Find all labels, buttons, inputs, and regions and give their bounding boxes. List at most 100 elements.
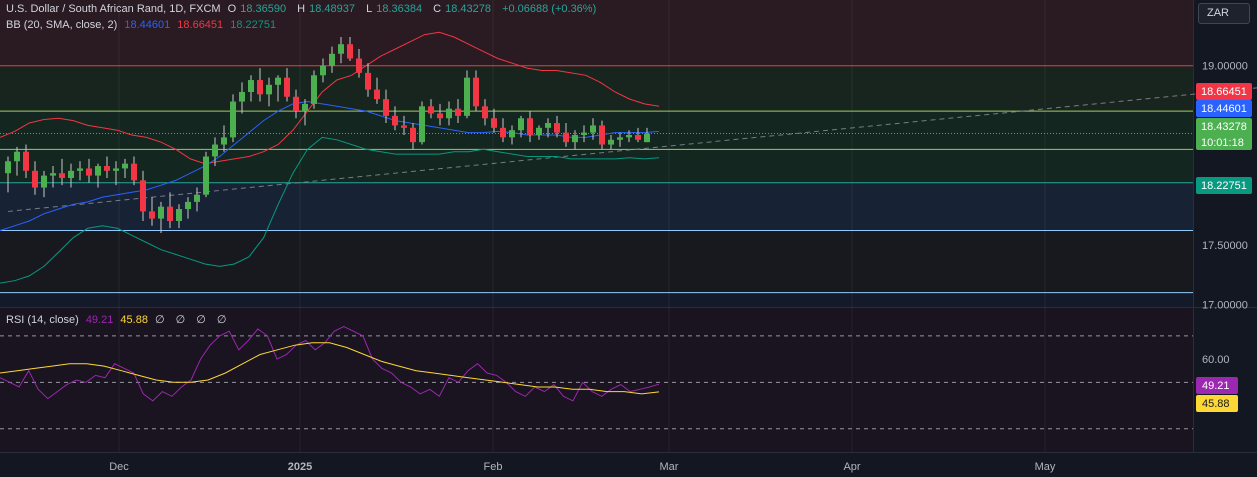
candle-body	[536, 127, 542, 135]
candle	[59, 158, 65, 186]
candle-body	[131, 163, 137, 181]
bb-title[interactable]: BB (20, SMA, close, 2)	[6, 19, 118, 31]
rsi-tag-label: 49.21	[1202, 380, 1230, 392]
candle-body	[41, 175, 47, 188]
candle-body	[428, 106, 434, 114]
rsi-tag	[1196, 377, 1238, 394]
candle-body	[257, 80, 263, 95]
candle	[50, 166, 56, 188]
candle	[500, 118, 506, 143]
rsi-title[interactable]: RSI (14, close)	[6, 314, 79, 326]
price-tag-label: 18.43278	[1201, 121, 1247, 133]
candle	[311, 70, 317, 109]
candle-body	[158, 206, 164, 219]
open-value: O 18.36590	[227, 3, 287, 15]
candle	[284, 68, 290, 102]
candle	[221, 125, 227, 152]
candle-body	[203, 156, 209, 195]
candle	[491, 108, 497, 133]
candle-body	[122, 163, 128, 169]
candle-body	[248, 80, 254, 92]
candle-body	[104, 166, 110, 171]
candle	[482, 99, 488, 126]
candle-body	[185, 201, 191, 210]
price-tick-label: 17.00000	[1202, 300, 1248, 312]
candle	[554, 115, 560, 138]
candle	[320, 58, 326, 83]
candle-body	[563, 132, 569, 143]
price-tag	[1196, 100, 1252, 117]
candle-body	[338, 44, 344, 54]
candle	[77, 161, 83, 181]
time-tick-label: Feb	[484, 461, 503, 473]
rsi-value: 49.21	[85, 314, 114, 326]
candle-body	[284, 77, 290, 97]
candle	[572, 130, 578, 150]
candle	[194, 187, 200, 212]
candle-body	[608, 139, 614, 145]
high-value: H 18.48937	[297, 3, 356, 15]
candle	[167, 192, 173, 229]
candle	[428, 99, 434, 119]
candle	[140, 170, 146, 221]
candle-body	[554, 123, 560, 133]
price-zone	[0, 0, 1193, 66]
candle-body	[230, 101, 236, 138]
candle-body	[410, 127, 416, 143]
rsi-line	[0, 326, 660, 402]
candle	[437, 103, 443, 126]
bb-lower-line	[0, 136, 660, 284]
candle-body	[473, 77, 479, 107]
candle	[5, 156, 11, 193]
candle	[617, 132, 623, 147]
candle-body	[167, 206, 173, 221]
candle-body	[599, 125, 605, 145]
candle	[23, 144, 29, 178]
candle-body	[311, 75, 317, 104]
bb-basis-line	[0, 100, 660, 231]
change-value: +0.06688 (+0.36%)	[502, 3, 597, 15]
price-zone	[0, 65, 1193, 112]
candle	[536, 125, 542, 140]
candle-body	[176, 209, 182, 221]
candle	[356, 48, 362, 78]
candles-group	[5, 37, 650, 233]
candle-body	[581, 132, 587, 135]
candle-body	[149, 211, 155, 219]
candle-body	[212, 144, 218, 157]
candle-body	[446, 108, 452, 119]
candle	[329, 46, 335, 73]
candle-body	[509, 130, 515, 138]
candle	[446, 101, 452, 126]
candle-body	[95, 166, 101, 176]
currency-badge[interactable]: ZAR	[1198, 3, 1250, 24]
candle	[383, 89, 389, 124]
candle-body	[527, 118, 533, 135]
candle-body	[392, 115, 398, 126]
candle-body	[644, 133, 650, 143]
candle-body	[329, 53, 335, 66]
candle	[131, 156, 137, 186]
candle	[113, 161, 119, 186]
price-tag-label: 18.44601	[1201, 103, 1247, 115]
price-zone	[0, 182, 1193, 231]
candle	[230, 94, 236, 143]
candle-body	[545, 123, 551, 128]
price-tag	[1196, 177, 1252, 194]
symbol-title[interactable]: U.S. Dollar / South African Rand, 1D, FX…	[6, 3, 221, 15]
candle-body	[383, 99, 389, 116]
candle	[104, 156, 110, 178]
candle	[212, 137, 218, 167]
candle	[455, 99, 461, 124]
candle-body	[302, 103, 308, 112]
candle	[464, 70, 470, 119]
candle	[545, 118, 551, 138]
rsi-legend: RSI (14, close) 49.21 45.88 ∅ ∅ ∅ ∅	[6, 313, 235, 326]
candle-body	[77, 168, 83, 171]
candle-body	[68, 170, 74, 178]
candle-body	[518, 118, 524, 131]
candle-body	[455, 108, 461, 116]
time-tick-label: 2025	[288, 461, 312, 473]
candle	[158, 201, 164, 233]
